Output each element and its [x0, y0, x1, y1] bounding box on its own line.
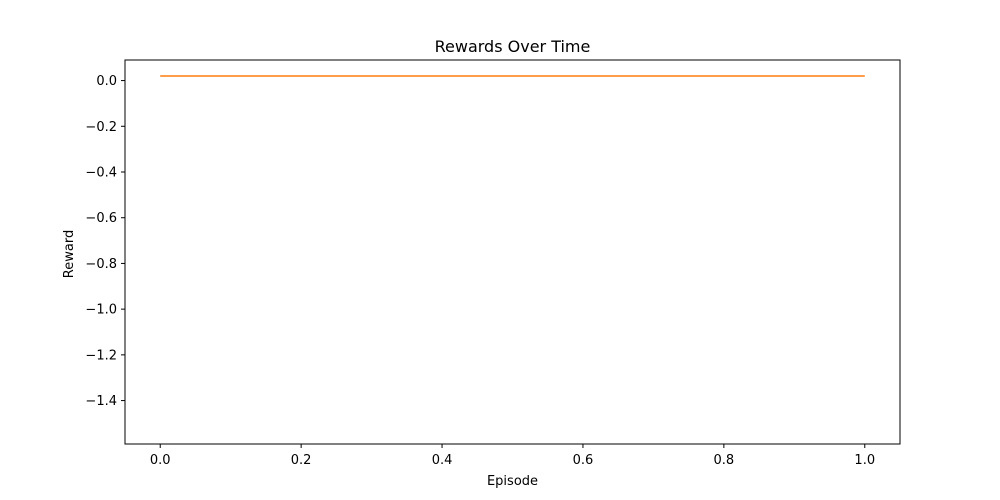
- x-axis-label: Episode: [487, 474, 538, 489]
- plot-area-frame: [124, 59, 901, 445]
- y-axis-ticks: 0.0 −0.2 −0.4 −0.6 −0.8 −1.0 −1.2 −1.4: [85, 74, 125, 409]
- y-tick-label: −0.6: [85, 211, 117, 226]
- y-tick-label: −0.8: [85, 257, 117, 272]
- y-tick-label: −1.4: [85, 394, 117, 409]
- y-tick-label: −0.4: [85, 166, 117, 181]
- y-tick-label: −0.2: [85, 120, 117, 135]
- y-tick-label: 0.0: [96, 74, 117, 89]
- x-tick-label: 0.2: [291, 453, 312, 468]
- x-tick-label: 0.0: [150, 453, 171, 468]
- x-axis-ticks: 0.0 0.2 0.4 0.6 0.8 1.0: [150, 444, 875, 468]
- y-tick-label: −1.2: [85, 348, 117, 363]
- y-axis-label: Reward: [62, 230, 77, 278]
- x-tick-label: 0.6: [573, 453, 594, 468]
- x-tick-label: 1.0: [854, 453, 875, 468]
- x-tick-label: 0.8: [714, 453, 735, 468]
- x-tick-label: 0.4: [432, 453, 453, 468]
- y-tick-label: −1.0: [85, 303, 117, 318]
- chart-title: Rewards Over Time: [435, 37, 591, 56]
